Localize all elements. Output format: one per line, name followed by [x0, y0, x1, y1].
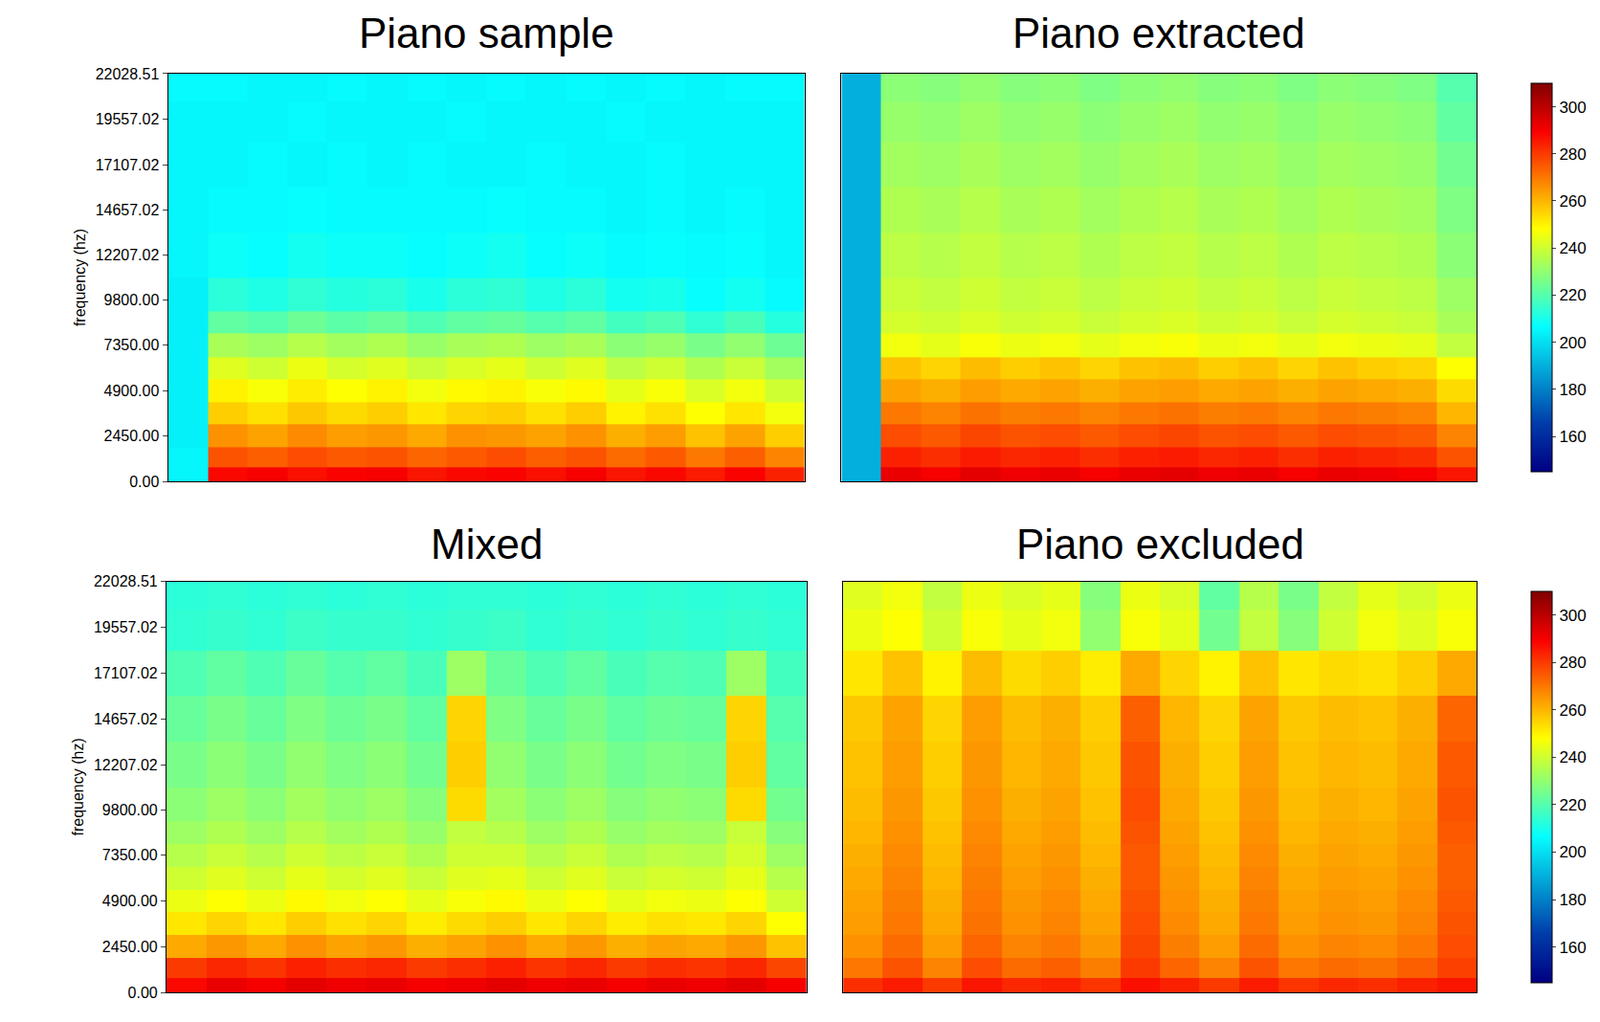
svg-text:17107.02: 17107.02	[93, 665, 158, 682]
svg-text:4900.00: 4900.00	[104, 382, 160, 400]
svg-text:12207.02: 12207.02	[95, 246, 160, 264]
svg-text:160: 160	[1558, 427, 1586, 446]
svg-text:7350.00: 7350.00	[102, 846, 158, 864]
svg-text:200: 200	[1558, 333, 1586, 353]
svg-text:17107.02: 17107.02	[95, 156, 160, 174]
svg-text:260: 260	[1558, 192, 1586, 211]
svg-text:frequency (hz): frequency (hz)	[71, 228, 89, 327]
svg-text:Piano excluded: Piano excluded	[1016, 520, 1305, 568]
svg-text:180: 180	[1558, 890, 1586, 910]
svg-text:Mixed: Mixed	[430, 520, 543, 568]
svg-text:240: 240	[1558, 748, 1586, 767]
svg-text:2450.00: 2450.00	[104, 427, 160, 445]
svg-text:4900.00: 4900.00	[102, 892, 158, 910]
svg-text:9800.00: 9800.00	[102, 801, 158, 819]
svg-text:180: 180	[1558, 380, 1586, 400]
svg-text:19557.02: 19557.02	[95, 111, 160, 128]
svg-text:14657.02: 14657.02	[93, 711, 158, 728]
svg-text:0.00: 0.00	[129, 473, 159, 490]
svg-text:0.00: 0.00	[128, 984, 158, 1001]
svg-text:220: 220	[1558, 796, 1586, 815]
svg-text:Piano sample: Piano sample	[358, 9, 615, 57]
svg-text:300: 300	[1558, 606, 1586, 625]
svg-text:Piano extracted: Piano extracted	[1012, 9, 1306, 57]
svg-text:22028.51: 22028.51	[93, 573, 158, 590]
svg-text:240: 240	[1558, 239, 1586, 258]
svg-text:300: 300	[1558, 98, 1586, 117]
svg-text:280: 280	[1558, 145, 1586, 164]
svg-text:12207.02: 12207.02	[93, 756, 158, 774]
svg-text:160: 160	[1558, 938, 1586, 957]
svg-text:9800.00: 9800.00	[104, 291, 160, 309]
svg-text:2450.00: 2450.00	[102, 938, 158, 956]
svg-text:200: 200	[1558, 843, 1586, 862]
svg-text:220: 220	[1558, 286, 1586, 305]
svg-text:19557.02: 19557.02	[93, 619, 158, 636]
svg-text:7350.00: 7350.00	[104, 336, 160, 354]
svg-text:280: 280	[1558, 653, 1586, 672]
svg-text:260: 260	[1558, 701, 1586, 720]
svg-text:14657.02: 14657.02	[95, 201, 160, 219]
svg-text:22028.51: 22028.51	[95, 65, 160, 82]
svg-text:frequency (hz): frequency (hz)	[69, 737, 87, 836]
